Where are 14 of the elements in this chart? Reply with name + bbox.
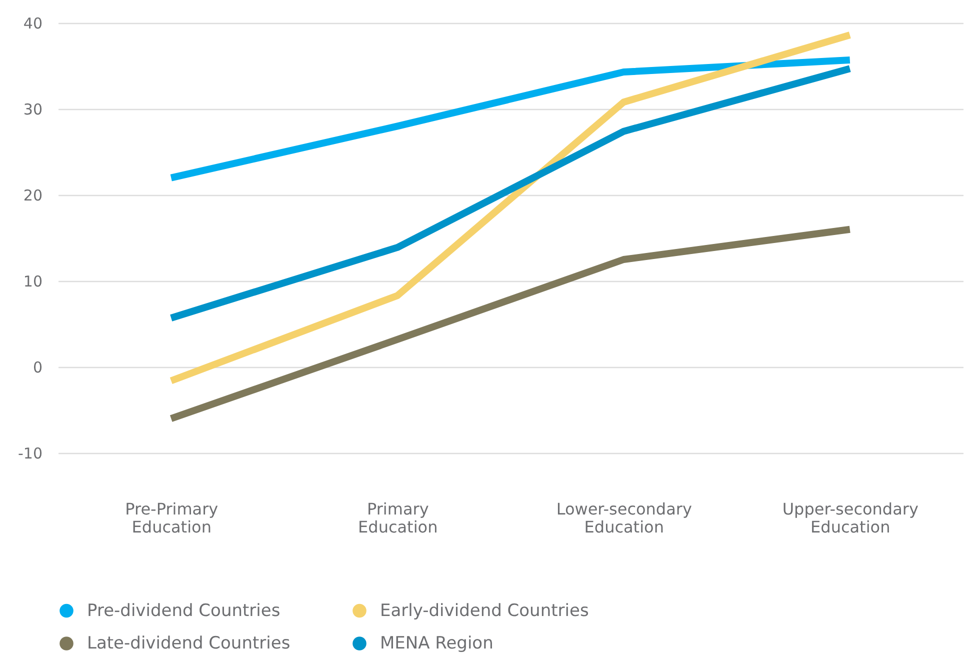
y-tick-label: 30	[23, 100, 42, 118]
y-tick-label: 10	[23, 272, 42, 290]
y-tick-label: -10	[18, 444, 42, 462]
x-tick-label: Pre-Primary Education	[125, 500, 218, 536]
legend-label: Late-dividend Countries	[87, 634, 290, 654]
legend-label: MENA Region	[380, 634, 494, 654]
legend-label: Pre-dividend Countries	[87, 600, 280, 621]
x-tick-label: Primary Education	[358, 500, 438, 536]
y-tick-label: 20	[23, 186, 42, 204]
y-tick-label: 0	[32, 358, 42, 376]
x-tick-label: Lower-secondary Education	[556, 500, 692, 536]
x-tick-label: Upper-secondary Education	[782, 500, 918, 536]
y-tick-label: 40	[23, 14, 42, 32]
legend-label: Early-dividend Countries	[380, 600, 589, 621]
